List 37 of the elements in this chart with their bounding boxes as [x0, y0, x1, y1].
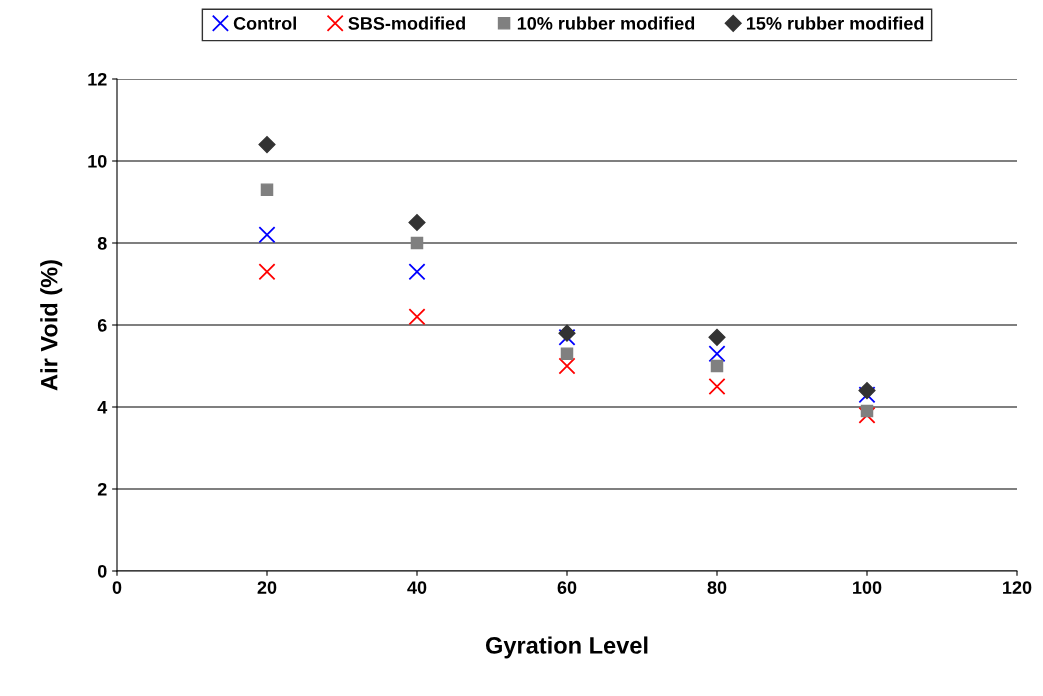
x-tick-label: 60	[557, 581, 577, 594]
point	[258, 226, 276, 244]
y-tick-label: 0	[97, 564, 107, 578]
point	[858, 382, 876, 400]
y-tick-label: 4	[97, 401, 108, 414]
point	[708, 345, 726, 363]
legend-label: 15% rubber modified	[746, 16, 924, 30]
y-tick-label: 2	[97, 482, 107, 496]
y-tick-label: 12	[88, 72, 107, 86]
x-tick-label: 40	[407, 581, 427, 594]
point	[860, 404, 874, 418]
x-tick-label: 80	[707, 581, 727, 594]
point	[260, 183, 274, 196]
point	[710, 359, 724, 373]
point	[560, 347, 574, 360]
point	[708, 328, 726, 346]
y-tick-label: 8	[97, 236, 107, 250]
legend-label: 10% rubber modified	[517, 16, 695, 30]
point	[408, 213, 426, 232]
y-tick-label: 6	[97, 318, 107, 332]
point	[258, 263, 276, 281]
y-axis-title: Air Void (%)	[40, 260, 63, 391]
x-axis-title: Gyration Level	[485, 636, 648, 659]
x-tick-label: 100	[853, 581, 882, 594]
point	[258, 136, 276, 154]
y-tick-label: 10	[88, 154, 107, 168]
point	[408, 308, 426, 326]
x-tick-label: 20	[257, 581, 277, 594]
point	[558, 357, 576, 375]
point	[708, 377, 726, 396]
legend-label: SBS-modified	[348, 16, 465, 30]
x-tick-label: 120	[1003, 581, 1032, 594]
point	[558, 324, 576, 342]
x-tick-label: 0	[112, 581, 122, 594]
point	[408, 263, 426, 281]
point	[410, 236, 424, 250]
legend-label: Control	[233, 16, 296, 30]
